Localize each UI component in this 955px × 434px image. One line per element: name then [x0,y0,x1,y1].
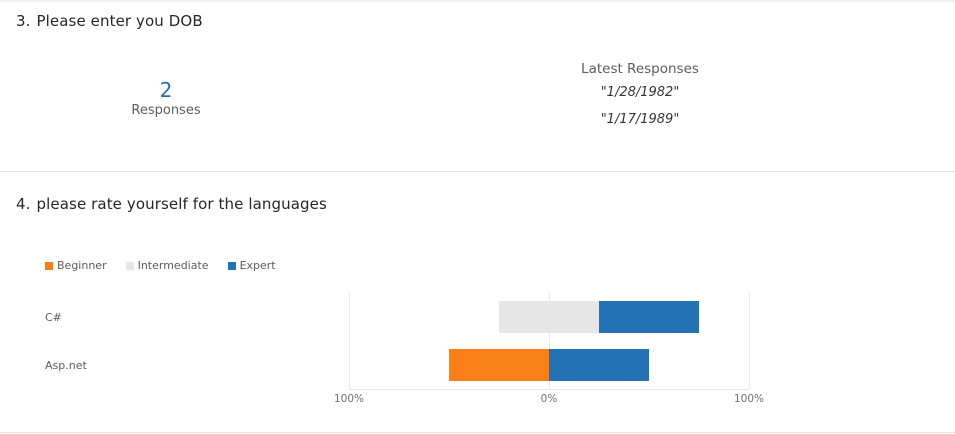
response-count[interactable]: 2 [159,78,173,102]
question4-number: 4. [16,195,31,213]
section-divider [0,171,955,172]
bar-expert [549,349,649,381]
latest-response-item: "1/17/1989" [600,112,680,127]
section-divider-bottom [0,432,955,433]
legend-swatch-intermediate [125,261,134,270]
category-label: Asp.net [45,359,87,372]
x-tick-label: 100% [334,393,364,405]
response-count-block: 2 Responses [66,78,266,120]
question3-text: Please enter you DOB [36,12,203,30]
question3-title: 3. Please enter you DOB [16,12,203,30]
legend-swatch-expert [227,261,236,270]
chart-legend: Beginner Intermediate Expert [45,259,295,272]
legend-label-expert: Expert [239,259,276,272]
latest-responses-block: Latest Responses "1/28/1982" "1/17/1989" [540,60,740,129]
question3-number: 3. [16,12,31,30]
bar-intermediate [499,301,599,333]
latest-response-item: "1/28/1982" [600,85,680,100]
legend-item-expert[interactable]: Expert [227,259,276,272]
x-tick-label: 0% [541,393,558,405]
question4-title: 4. please rate yourself for the languages [16,195,327,213]
bar-beginner [449,349,549,381]
legend-item-beginner[interactable]: Beginner [45,259,107,272]
legend-item-intermediate[interactable]: Intermediate [125,259,209,272]
rating-chart: 100% 0% 100% C# Asp.net [45,293,764,405]
legend-label-intermediate: Intermediate [137,259,209,272]
category-label: C# [45,311,62,324]
latest-responses-title: Latest Responses [581,61,699,77]
legend-label-beginner: Beginner [57,259,107,272]
top-rule [0,0,955,2]
legend-swatch-beginner [45,261,53,270]
response-count-label: Responses [131,103,201,118]
x-tick-label: 100% [734,393,764,405]
bar-expert [599,301,699,333]
question4-text: please rate yourself for the languages [36,195,327,213]
